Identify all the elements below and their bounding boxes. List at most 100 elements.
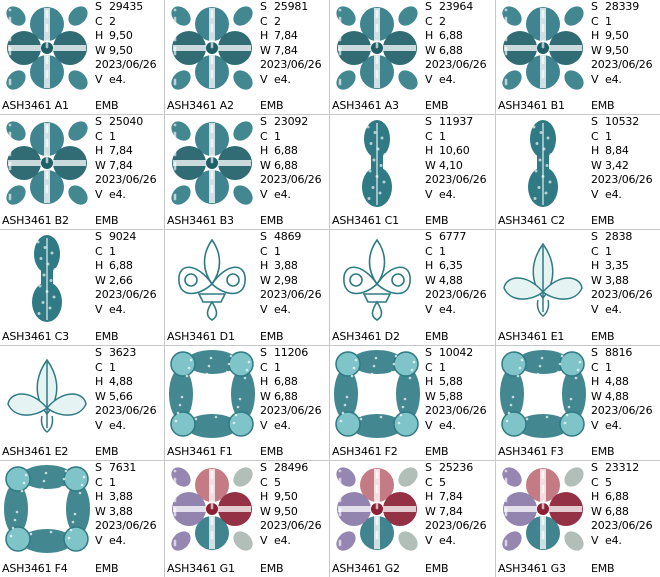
design-width: W 3,42 — [591, 159, 660, 174]
design-date-value: 2023/06/26 — [260, 519, 322, 532]
design-height: H 4,88 — [95, 375, 164, 390]
design-filename: ASH3461 G2 — [332, 562, 400, 575]
design-format: EMB — [591, 445, 615, 458]
color-count-label: C — [591, 360, 599, 374]
design-height-value: 3,88 — [274, 259, 298, 272]
design-height-value: 8,84 — [605, 144, 629, 157]
stitch-count-label: S — [260, 346, 267, 359]
stitch-count-label: S — [260, 230, 267, 243]
design-width-label: W — [591, 389, 602, 403]
design-date-value: 2023/06/26 — [260, 173, 322, 186]
stitch-count-label: S — [425, 0, 432, 13]
stitch-count-value: 28339 — [605, 0, 639, 13]
stitch-count-label: S — [260, 461, 267, 474]
design-date: 2023/06/26 — [95, 288, 164, 303]
square-quatrefoil-icon — [171, 121, 253, 205]
color-count-label: C — [95, 244, 103, 258]
color-count-value: 5 — [605, 475, 612, 489]
design-height-label: H — [425, 259, 434, 272]
design-format: EMB — [95, 99, 119, 112]
design-date-value: 2023/06/26 — [425, 519, 487, 532]
design-date: 2023/06/26 — [260, 404, 329, 419]
design-height: H 8,84 — [591, 144, 660, 159]
design-width-value: 3,88 — [605, 273, 629, 287]
design-version-label: V — [591, 533, 599, 547]
color-count-label: C — [95, 475, 103, 489]
stitch-count: S 11937 — [425, 115, 495, 130]
design-version-value: e4. — [109, 302, 126, 316]
design-width-label: W — [260, 273, 271, 287]
design-width: W 5,66 — [95, 390, 164, 405]
design-height: H 6,88 — [260, 375, 329, 390]
design-width-value: 7,84 — [274, 43, 298, 57]
stitch-count-value: 23312 — [605, 461, 639, 474]
color-count-label: C — [260, 244, 268, 258]
design-date: 2023/06/26 — [260, 58, 329, 73]
design-version-label: V — [95, 418, 103, 432]
tall-border-icon — [528, 120, 558, 207]
design-date: 2023/06/26 — [95, 58, 164, 73]
stitch-count: S 23092 — [260, 115, 329, 130]
design-width-value: 9,50 — [109, 43, 133, 57]
design-width-value: 6,88 — [274, 158, 298, 172]
design-height-label: H — [260, 375, 269, 388]
design-height-value: 6,88 — [274, 144, 298, 157]
design-height: H 6,88 — [591, 490, 660, 505]
stitch-count-value: 25040 — [109, 115, 143, 128]
design-version-label: V — [425, 533, 433, 547]
color-count-value: 1 — [439, 129, 446, 143]
design-height-value: 10,60 — [439, 144, 470, 157]
design-height: H 9,50 — [591, 29, 660, 44]
stitch-count-label: S — [425, 115, 432, 128]
design-version-value: e4. — [274, 72, 291, 86]
design-height-value: 6,88 — [605, 490, 629, 503]
design-format: EMB — [260, 562, 284, 575]
design-width-value: 4,88 — [439, 273, 463, 287]
stitch-count-value: 2838 — [605, 230, 633, 243]
design-height-value: 6,88 — [109, 259, 133, 272]
color-count-label: C — [260, 475, 268, 489]
design-filename: ASH3461 D1 — [167, 330, 235, 343]
design-height-value: 3,35 — [605, 259, 629, 272]
design-height: H 6,88 — [260, 144, 329, 159]
leaf-frame-icon — [169, 350, 255, 438]
color-count-label: C — [425, 475, 433, 489]
fleur-de-lis-icon — [178, 238, 246, 321]
stitch-count: S 10532 — [591, 115, 660, 130]
design-width-label: W — [425, 504, 436, 518]
design-date: 2023/06/26 — [425, 519, 495, 534]
design-height-value: 4,88 — [605, 375, 629, 388]
fleur-de-lis-icon — [343, 238, 411, 321]
design-date-value: 2023/06/26 — [425, 404, 487, 417]
